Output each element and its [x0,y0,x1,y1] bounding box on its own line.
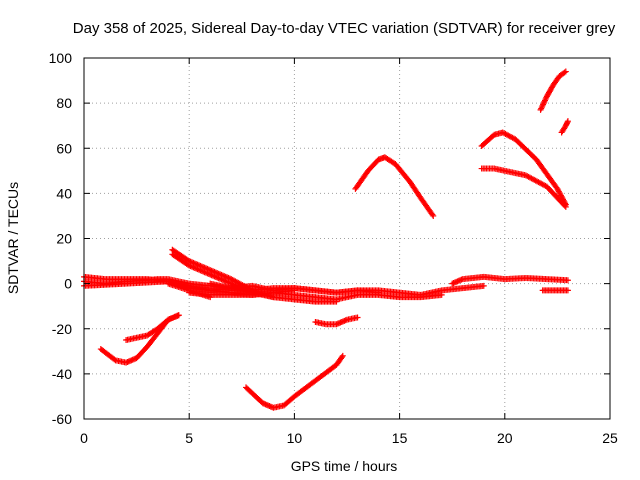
y-tick-label: 40 [56,185,72,201]
data-point [354,314,361,321]
y-axis-label: SDTVAR / TECUs [5,182,21,294]
data-point [539,102,546,109]
chart-title: Day 358 of 2025, Sidereal Day-to-day VTE… [73,20,616,37]
data-point [541,98,548,105]
data-point [541,97,548,104]
data-point [480,282,487,289]
data-point [543,94,550,101]
data-point [175,312,182,319]
series-line-19-to-23 [478,165,569,210]
series-dip-8 [243,352,346,411]
series-rise-21p7 [537,68,569,113]
data-point [542,96,549,103]
series-dip-11 [312,314,361,328]
data-point [538,105,545,112]
data-point [564,287,571,294]
plot-frame [83,57,611,420]
data-point [338,354,345,361]
data-point [537,106,544,113]
series-arc-4-to-8 [169,251,256,296]
y-tick-label: 20 [56,231,72,247]
data-point [538,104,545,111]
data-point [339,352,346,359]
data-point [564,118,571,125]
data-point [291,287,298,294]
data-point [540,101,547,108]
axis-ticks: 0 5 10 15 20 25 -60 -40 -20 0 20 40 60 80 100 [49,50,618,446]
y-tick-label: -40 [52,366,72,382]
x-tick-label: 20 [497,430,513,446]
grid [84,58,610,419]
plot-area [81,68,571,411]
series-baseline-d [449,273,571,287]
data-point [333,298,340,305]
y-tick-label: 0 [64,276,72,292]
data-point [111,356,118,363]
data-point [438,291,445,298]
data-point [561,69,568,76]
y-tick-label: -20 [52,321,72,337]
data-point [562,68,569,75]
series-dip-2 [123,312,182,344]
series-tail-21p8 [539,287,571,294]
series-arc-13-to-16 [352,154,437,219]
series-rise-22p7 [558,118,571,136]
y-tick-label: 100 [49,50,73,66]
y-tick-label: 60 [56,140,72,156]
x-tick-label: 15 [392,430,408,446]
x-axis-label: GPS time / hours [291,458,398,474]
x-tick-label: 0 [80,430,88,446]
y-tick-label: 80 [56,95,72,111]
data-point [564,277,571,284]
data-point [375,289,382,296]
data-point [430,212,437,219]
series-arc-19-to-23 [478,129,569,208]
data-point [562,203,569,210]
series-arc-5-to-10 [186,287,298,298]
data-point [561,202,568,209]
x-tick-label: 25 [602,430,618,446]
data-point [429,211,436,218]
y-tick-label: -60 [52,411,72,427]
data-point [540,100,547,107]
x-tick-label: 10 [287,430,303,446]
x-tick-label: 5 [185,430,193,446]
